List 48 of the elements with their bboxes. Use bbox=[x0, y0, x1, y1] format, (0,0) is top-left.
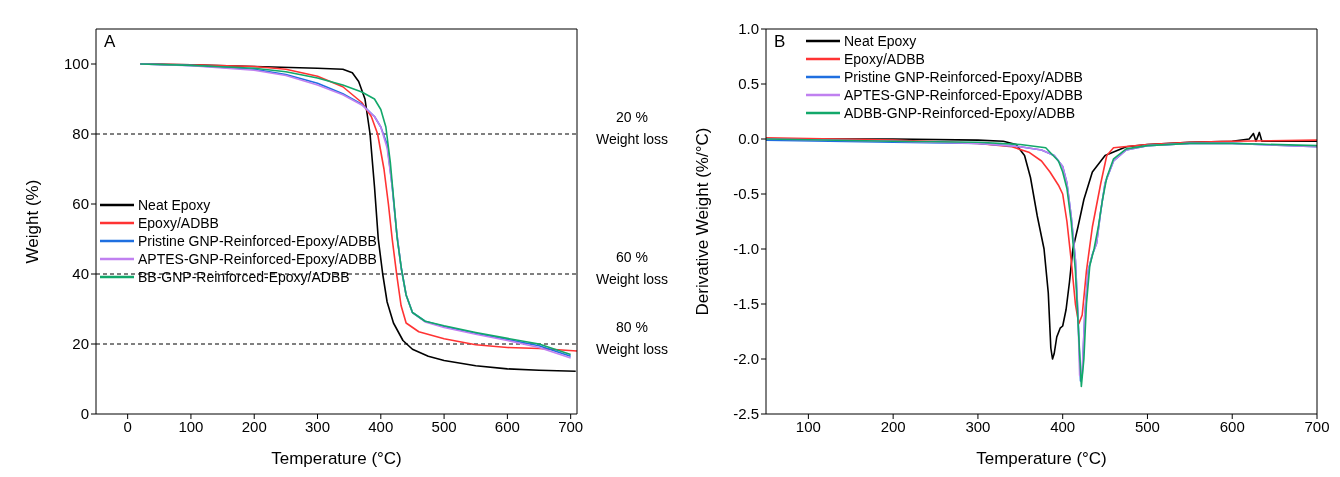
legend-label: Neat Epoxy bbox=[138, 197, 211, 213]
x-tick-label: 600 bbox=[494, 417, 520, 435]
legend-label: APTES-GNP-Reinforced-Epoxy/ADBB bbox=[138, 251, 377, 267]
legend-label: Pristine GNP-Reinforced-Epoxy/ADBB bbox=[138, 233, 377, 249]
y-tick-label: 80 bbox=[72, 125, 89, 143]
ref-line-label: 60 % Weight loss bbox=[595, 249, 669, 287]
y-tick-label: -2.0 bbox=[733, 350, 759, 368]
legend-label: BB-GNP-Reinforced-Epoxy/ADBB bbox=[138, 269, 350, 285]
y-axis-title: Weight (%) bbox=[23, 179, 43, 264]
x-tick-label: 300 bbox=[305, 417, 331, 435]
x-tick-label: 400 bbox=[368, 417, 394, 435]
x-tick-label: 700 bbox=[558, 417, 584, 435]
x-tick-label: 600 bbox=[1219, 417, 1245, 435]
x-axis-title: Temperature (°C) bbox=[976, 449, 1107, 468]
x-tick-label: 300 bbox=[965, 417, 991, 435]
legend-label: Epoxy/ADBB bbox=[844, 51, 925, 67]
ref-line-label: 20 % Weight loss bbox=[595, 109, 669, 147]
y-tick-label: 1.0 bbox=[738, 20, 759, 38]
y-tick-label: -2.5 bbox=[733, 405, 759, 423]
x-tick-label: 0 bbox=[123, 417, 132, 435]
x-tick-label: 100 bbox=[178, 417, 204, 435]
x-tick-label: 500 bbox=[1134, 417, 1160, 435]
y-tick-label: -1.5 bbox=[733, 295, 759, 313]
legend-label: Epoxy/ADBB bbox=[138, 215, 219, 231]
x-tick-label: 400 bbox=[1050, 417, 1076, 435]
y-tick-label: 0 bbox=[80, 405, 89, 423]
legend-label: Pristine GNP-Reinforced-Epoxy/ADBB bbox=[844, 69, 1083, 85]
chart-title: B bbox=[774, 32, 786, 52]
x-axis-title: Temperature (°C) bbox=[271, 449, 402, 468]
x-tick-label: 700 bbox=[1304, 417, 1330, 435]
legend-label: Neat Epoxy bbox=[844, 33, 917, 49]
y-tick-label: 0.5 bbox=[738, 75, 759, 93]
x-tick-label: 200 bbox=[880, 417, 906, 435]
y-tick-label: -0.5 bbox=[733, 185, 759, 203]
x-tick-label: 500 bbox=[431, 417, 457, 435]
ref-line-label: 80 % Weight loss bbox=[595, 319, 669, 357]
y-tick-label: 60 bbox=[72, 195, 89, 213]
y-tick-label: -1.0 bbox=[733, 240, 759, 258]
chart-title: A bbox=[104, 32, 116, 52]
y-axis-title: Derivative Weight (%/°C) bbox=[693, 127, 713, 316]
y-tick-label: 20 bbox=[72, 335, 89, 353]
y-tick-label: 40 bbox=[72, 265, 89, 283]
x-tick-label: 100 bbox=[795, 417, 821, 435]
legend-label: ADBB-GNP-Reinforced-Epoxy/ADBB bbox=[844, 105, 1076, 121]
x-tick-label: 200 bbox=[241, 417, 267, 435]
y-tick-label: 100 bbox=[63, 55, 89, 73]
legend-label: APTES-GNP-Reinforced-Epoxy/ADBB bbox=[844, 87, 1083, 103]
y-tick-label: 0.0 bbox=[738, 130, 759, 148]
